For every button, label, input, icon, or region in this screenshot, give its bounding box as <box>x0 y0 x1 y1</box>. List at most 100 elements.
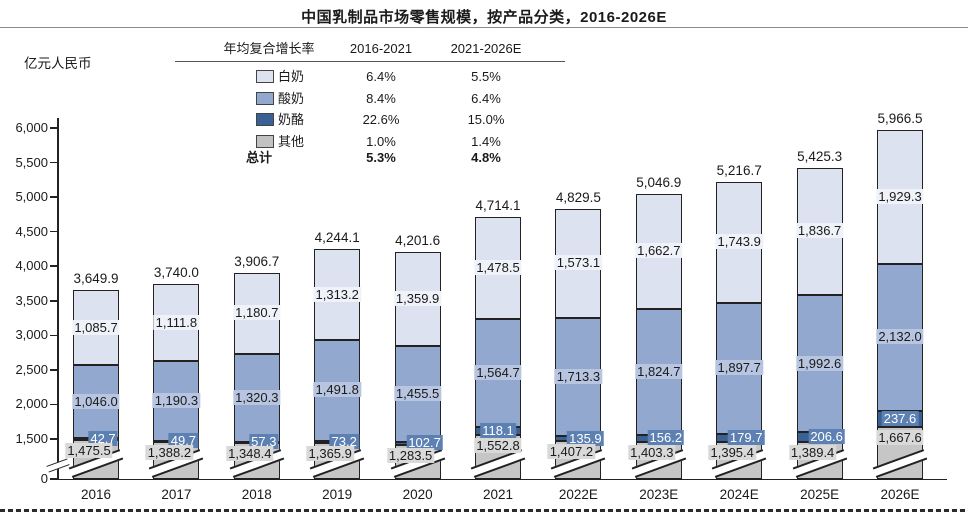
y-tick-mark <box>50 334 57 337</box>
legend-total-label: 总计 <box>246 150 273 165</box>
segment-value-label-white-milk: 1,085.7 <box>72 319 120 335</box>
segment-value-label-other: 1,552.8 <box>474 438 522 454</box>
segment-value-label-white-milk: 1,929.3 <box>876 188 924 204</box>
segment-value-label-white-milk: 1,662.7 <box>635 243 683 259</box>
legend-row-cagr-2021-2026: 15.0% <box>467 112 505 127</box>
segment-value-label-other: 1,407.2 <box>547 444 596 460</box>
legend-row-cagr-2016-2021: 1.0% <box>366 133 396 149</box>
segment-value-label-cheese: 57.3 <box>249 434 279 450</box>
segment-value-label-white-milk: 1,180.7 <box>233 305 281 321</box>
segment-value-label-other: 1,388.2 <box>145 444 194 460</box>
y-tick-mark <box>50 403 57 406</box>
segment-value-label-yogurt: 1,992.6 <box>795 355 844 371</box>
segment-value-label-white-milk: 1,573.1 <box>554 255 603 271</box>
segment-value-label-other: 1,283.5 <box>386 447 435 463</box>
segment-value-label-cheese: 206.6 <box>808 429 845 445</box>
bar-total-label: 5,425.3 <box>797 148 843 164</box>
legend-row-label: 酸奶 <box>278 90 305 106</box>
x-baseline <box>57 478 947 480</box>
legend-row-cagr-2016-2021: 8.4% <box>366 90 396 106</box>
x-axis-label: 2023E <box>639 487 679 502</box>
y-tick-label: 5,000 <box>15 189 48 205</box>
page-title: 中国乳制品市场零售规模，按产品分类，2016-2026E <box>301 9 667 26</box>
legend-swatch-white-milk <box>256 70 274 83</box>
y-tick-label: 5,500 <box>15 154 48 170</box>
title-divider <box>0 27 968 28</box>
segment-value-label-cheese: 73.2 <box>329 433 359 449</box>
segment-value-label-yogurt: 1,320.3 <box>233 389 281 405</box>
x-axis-label: 2022E <box>558 487 598 502</box>
y-tick-label: 2,500 <box>15 361 48 377</box>
legend-row-cagr-2021-2026: 1.4% <box>471 133 501 149</box>
bar-total-label: 4,201.6 <box>395 233 441 249</box>
bar-total-label: 3,740.0 <box>153 265 199 281</box>
y-axis-line <box>57 118 59 479</box>
segment-value-label-yogurt: 1,897.7 <box>715 360 763 376</box>
x-axis-label: 2019 <box>322 487 353 502</box>
y-tick-label: 2,000 <box>15 396 48 412</box>
y-tick-mark <box>50 300 57 302</box>
legend-swatch-other <box>256 134 274 148</box>
segment-value-label-white-milk: 1,111.8 <box>153 314 200 330</box>
segment-value-label-cheese: 118.1 <box>480 423 516 439</box>
y-tick-mark <box>50 161 57 164</box>
y-tick-mark <box>50 265 57 267</box>
y-tick-mark <box>50 438 57 440</box>
segment-value-label-yogurt: 1,564.7 <box>474 365 522 381</box>
x-axis-label: 2021 <box>482 487 514 502</box>
segment-value-label-white-milk: 1,478.5 <box>474 259 522 275</box>
legend-row-label: 奶酪 <box>278 112 305 127</box>
segment-value-label-white-milk: 1,836.7 <box>795 223 844 239</box>
bar-total-label: 4,244.1 <box>314 230 360 246</box>
legend-row-label: 其他 <box>278 133 305 149</box>
bar-total-label: 4,714.1 <box>475 197 521 213</box>
legend-row-cagr-2021-2026: 5.5% <box>471 69 501 84</box>
bar-total-label: 5,216.7 <box>716 163 762 179</box>
bar-total-label: 5,966.5 <box>877 111 923 127</box>
bar-total-label: 5,046.9 <box>636 174 682 190</box>
y-tick-mark <box>50 196 57 198</box>
legend-total-cagr-2016-2021: 5.3% <box>366 150 396 165</box>
y-tick-mark <box>50 230 57 233</box>
segment-value-label-cheese: 49.7 <box>168 433 199 449</box>
y-tick-label: 4,500 <box>15 223 48 239</box>
segment-value-label-yogurt: 2,132.0 <box>876 329 924 345</box>
segment-value-label-other: 1,403.3 <box>628 444 676 460</box>
x-axis-label: 2017 <box>161 487 192 502</box>
legend-row-cagr-2016-2021: 6.4% <box>366 69 396 84</box>
segment-value-label-yogurt: 1,824.7 <box>635 363 683 379</box>
y-tick-label: 1,500 <box>15 431 48 446</box>
segment-value-label-other: 1,365.9 <box>306 445 354 461</box>
bottom-dashed-divider <box>0 509 968 512</box>
segment-value-label-other: 1,667.6 <box>876 430 924 446</box>
legend-row-cagr-2016-2021: 22.6% <box>362 112 400 127</box>
legend-header-rule <box>175 61 565 62</box>
y-tick-mark <box>50 478 57 480</box>
segment-value-label-white-milk: 1,313.2 <box>313 286 361 302</box>
legend-total-cagr-2021-2026: 4.8% <box>471 150 501 165</box>
segment-value-label-cheese: 102.7 <box>406 435 443 451</box>
segment-value-label-cheese: 135.9 <box>567 430 604 446</box>
x-axis-label: 2026E <box>880 487 920 502</box>
segment-value-label-other: 1,389.4 <box>788 444 837 460</box>
legend-header-cagr: 年均复合增长率 <box>223 41 315 56</box>
y-tick-mark <box>50 127 57 129</box>
x-axis-label: 2024E <box>719 487 759 502</box>
segment-value-label-yogurt: 1,190.3 <box>152 392 201 408</box>
x-axis-label: 2016 <box>80 487 112 502</box>
y-tick-label: 3,000 <box>15 327 48 343</box>
legend-swatch-cheese <box>256 113 274 126</box>
segment-value-label-cheese: 237.6 <box>881 411 919 427</box>
bar-total-label: 3,906.7 <box>234 253 280 269</box>
segment-value-label-other: 1,395.4 <box>708 444 756 460</box>
segment-value-label-other: 1,475.5 <box>65 442 113 458</box>
x-axis-label: 2020 <box>402 487 433 502</box>
y-tick-label: 6,000 <box>15 119 48 135</box>
segment-value-label-yogurt: 1,455.5 <box>393 386 442 402</box>
x-axis-label: 2025E <box>800 487 840 502</box>
legend-header-2021-2026: 2021-2026E <box>450 41 522 56</box>
segment-value-label-other: 1,348.4 <box>226 446 274 462</box>
legend-swatch-yogurt <box>256 91 274 105</box>
segment-value-label-cheese: 42.7 <box>88 430 118 446</box>
